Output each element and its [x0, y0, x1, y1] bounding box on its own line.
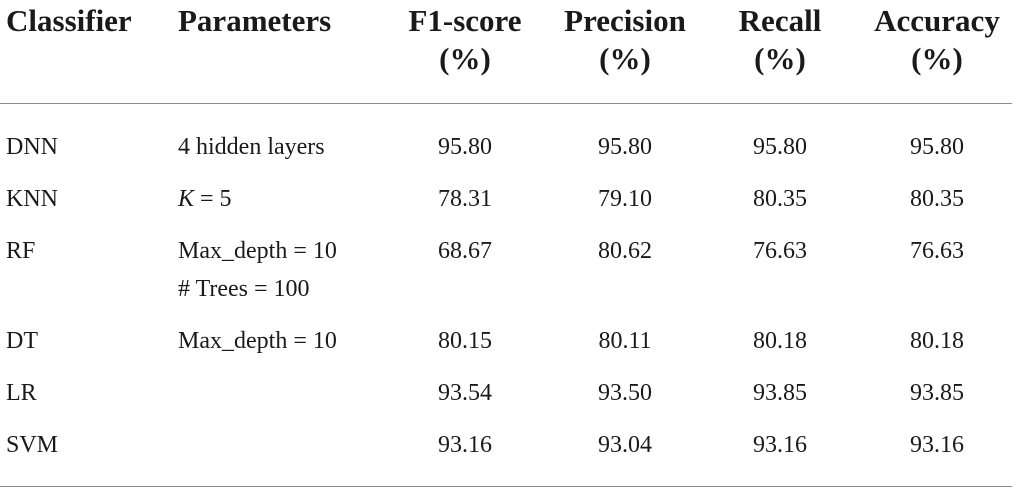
row-dnn-accuracy: 95.80 [910, 134, 964, 160]
row-dt-f1: 80.15 [438, 328, 492, 354]
row-dt-recall: 80.18 [753, 328, 807, 354]
header-f1-line2: (%) [439, 41, 491, 76]
row-lr-classifier: LR [6, 380, 37, 406]
header-divider [0, 103, 1012, 104]
header-precision-line2: (%) [599, 41, 651, 76]
row-dnn-recall: 95.80 [753, 134, 807, 160]
row-rf-params-line1: Max_depth = 10 [178, 238, 337, 264]
row-dt-precision: 80.11 [598, 328, 652, 354]
row-knn-f1: 78.31 [438, 186, 492, 212]
row-lr-recall: 93.85 [753, 380, 807, 406]
header-accuracy: Accuracy (%) [860, 2, 1014, 78]
row-knn-recall: 80.35 [753, 186, 807, 212]
row-knn-param-rest: = 5 [194, 186, 232, 212]
row-rf-f1: 68.67 [438, 238, 492, 264]
row-knn-classifier: KNN [6, 186, 58, 212]
row-dt-classifier: DT [6, 328, 38, 354]
header-recall-line1: Recall [738, 3, 822, 38]
row-svm-accuracy: 93.16 [910, 432, 964, 458]
row-lr-precision: 93.50 [598, 380, 652, 406]
row-rf-recall: 76.63 [753, 238, 807, 264]
row-dnn-classifier: DNN [6, 134, 58, 160]
row-dnn-params: 4 hidden layers [178, 134, 325, 160]
header-parameters: Parameters [178, 3, 332, 38]
row-dt-params: Max_depth = 10 [178, 328, 337, 354]
row-rf-params-line2: # Trees = 100 [178, 276, 310, 302]
row-lr-f1: 93.54 [438, 380, 492, 406]
header-accuracy-line1: Accuracy [874, 3, 1000, 38]
row-knn-params: K = 5 [178, 184, 232, 214]
header-accuracy-line2: (%) [911, 41, 963, 76]
header-recall: Recall (%) [710, 2, 850, 78]
header-f1-score: F1-score (%) [390, 2, 540, 78]
row-svm-precision: 93.04 [598, 432, 652, 458]
row-lr-accuracy: 93.85 [910, 380, 964, 406]
header-precision: Precision (%) [545, 2, 705, 78]
row-svm-f1: 93.16 [438, 432, 492, 458]
row-rf-accuracy: 76.63 [910, 238, 964, 264]
row-dnn-f1: 95.80 [438, 134, 492, 160]
row-rf-precision: 80.62 [598, 238, 652, 264]
row-dnn-precision: 95.80 [598, 134, 652, 160]
header-precision-line1: Precision [564, 3, 686, 38]
header-classifier: Classifier [6, 3, 132, 38]
bottom-divider [0, 486, 1012, 487]
row-svm-classifier: SVM [6, 432, 59, 458]
row-svm-recall: 93.16 [753, 432, 807, 458]
row-knn-precision: 79.10 [598, 186, 652, 212]
row-dt-accuracy: 80.18 [910, 328, 964, 354]
row-rf-classifier: RF [6, 238, 36, 264]
row-knn-param-var: K [178, 186, 195, 212]
header-f1-line1: F1-score [408, 3, 522, 38]
header-recall-line2: (%) [754, 41, 806, 76]
row-knn-accuracy: 80.35 [910, 186, 964, 212]
